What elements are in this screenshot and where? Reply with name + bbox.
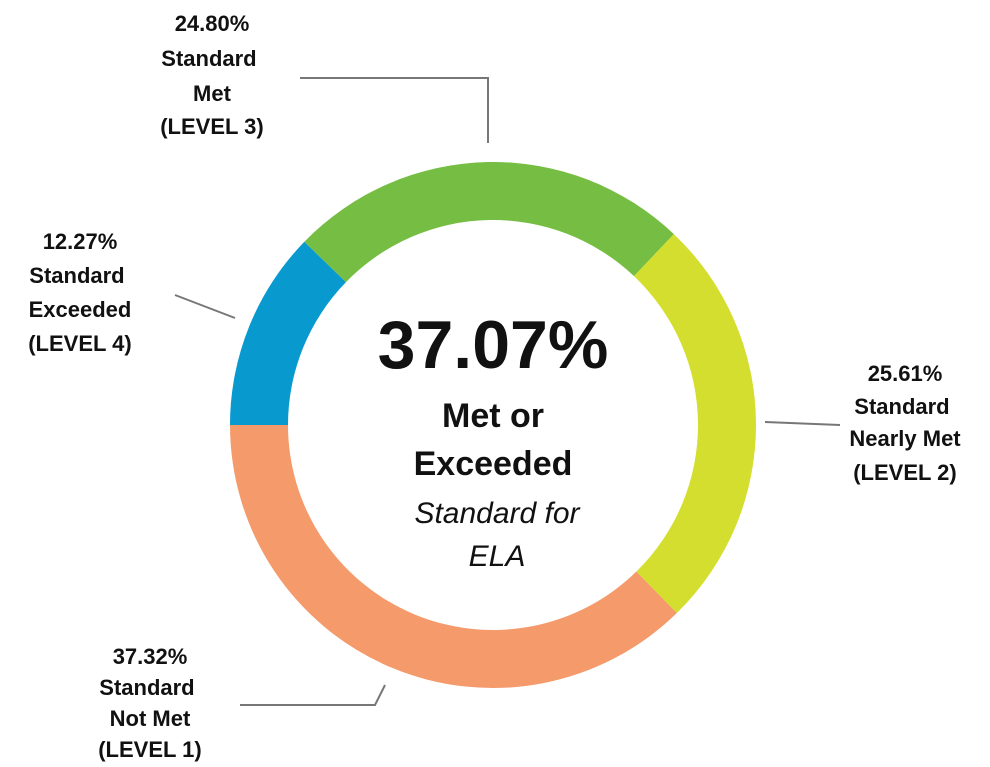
- donut-segment: [633, 234, 757, 614]
- level-label: (LEVEL 4): [28, 331, 132, 356]
- center-value: 37.07%: [378, 307, 609, 383]
- level-label: (LEVEL 2): [853, 460, 957, 485]
- category-label: Standard Met: [161, 46, 262, 106]
- value-label: 37.32%: [113, 644, 188, 669]
- center-subtitle: ELA: [469, 540, 526, 573]
- center-subtitle: Standard for: [414, 497, 580, 530]
- leader-line: [240, 684, 386, 706]
- donut-segment: [230, 241, 346, 425]
- center-title: Exceeded: [414, 445, 573, 483]
- leader-line: [300, 77, 489, 143]
- donut-segment: [229, 425, 677, 688]
- value-label: 24.80%: [175, 11, 250, 36]
- value-label: 12.27%: [43, 229, 118, 254]
- center-title: Met or: [442, 397, 544, 435]
- value-label: 25.61%: [868, 361, 943, 386]
- level-label: (LEVEL 3): [160, 114, 264, 139]
- level-label: (LEVEL 1): [98, 737, 202, 762]
- leader-line: [764, 421, 841, 426]
- category-label: Standard Exceeded: [29, 263, 132, 322]
- category-label: Standard Nearly Met: [849, 394, 961, 451]
- donut-segment: [304, 161, 674, 283]
- leader-line: [174, 294, 236, 319]
- category-label: Standard Not Met: [99, 675, 200, 731]
